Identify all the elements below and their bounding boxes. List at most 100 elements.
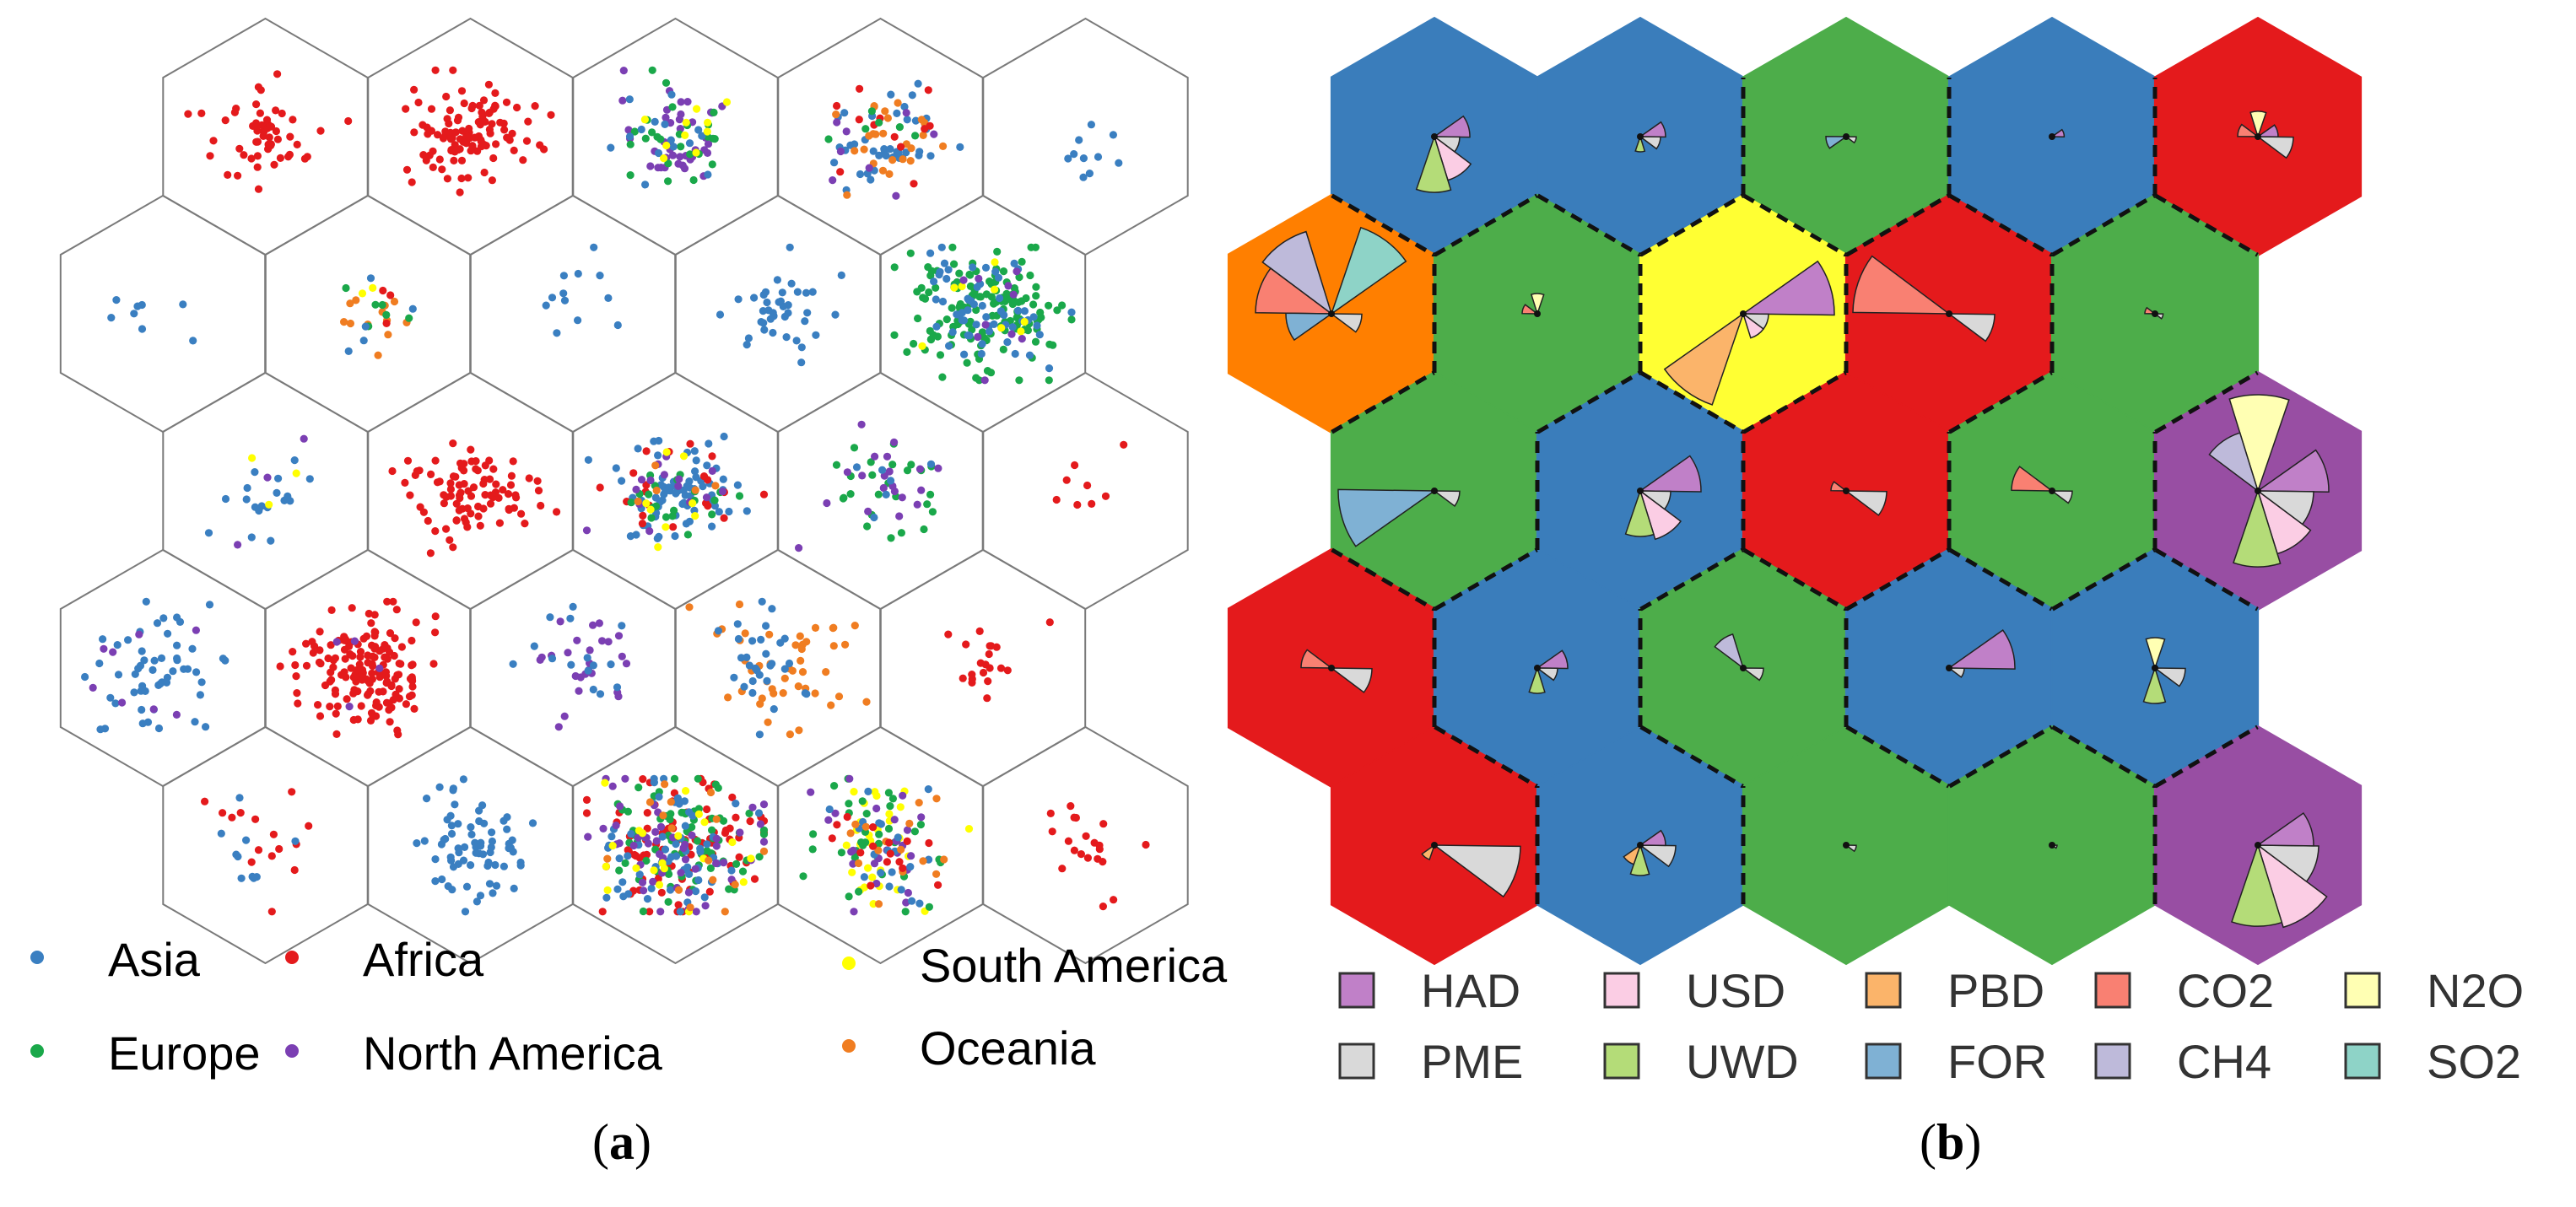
data-point: [411, 471, 419, 480]
data-point: [786, 730, 795, 739]
data-point: [999, 267, 1008, 276]
fan-center: [1946, 665, 1952, 671]
fan-segment-co2: [1852, 255, 1952, 315]
data-point: [278, 109, 286, 118]
data-point: [685, 870, 694, 878]
data-point: [276, 662, 284, 671]
data-point: [694, 837, 702, 845]
data-point: [292, 672, 300, 681]
data-point: [864, 787, 872, 796]
data-point: [700, 818, 709, 827]
data-point: [607, 143, 615, 152]
data-point: [892, 191, 900, 200]
data-point: [994, 273, 1003, 282]
data-point: [848, 868, 856, 876]
data-point: [715, 508, 723, 516]
legend-swatch: [1865, 1043, 1902, 1080]
data-point: [645, 798, 655, 806]
data-point: [795, 726, 803, 735]
data-point: [890, 263, 899, 272]
data-point: [201, 797, 209, 806]
data-point: [424, 516, 432, 525]
fan-segment-for: [1337, 488, 1437, 547]
data-point: [759, 319, 768, 327]
data-point: [481, 461, 489, 470]
data-point: [491, 488, 500, 497]
data-point: [926, 152, 935, 160]
data-point: [988, 311, 996, 320]
data-point: [456, 459, 465, 467]
data-point: [920, 525, 928, 534]
data-point: [247, 154, 256, 163]
data-point: [265, 500, 273, 509]
data-point: [808, 288, 817, 296]
data-point: [385, 706, 393, 714]
data-point: [114, 671, 123, 679]
data-point: [1090, 838, 1099, 847]
legend-swatch: [1338, 972, 1375, 1009]
fan-center: [1534, 665, 1541, 671]
fan-segment-co2: [2011, 466, 2055, 492]
data-point: [645, 908, 654, 916]
data-point: [634, 497, 642, 506]
data-point: [560, 712, 569, 720]
legend-swatch: [30, 1044, 44, 1058]
data-point: [802, 288, 811, 297]
data-point: [1070, 813, 1078, 822]
data-point: [703, 148, 712, 157]
data-point: [964, 825, 974, 833]
data-point: [506, 481, 516, 489]
data-point: [582, 809, 591, 817]
data-point: [138, 300, 146, 310]
data-point: [449, 472, 458, 481]
legend-item-africa: Africa: [285, 933, 484, 986]
panel-a-legend: Asia Africa South America Europe North Ameri…: [30, 933, 1228, 1080]
data-point: [828, 834, 836, 843]
data-point: [904, 888, 912, 897]
fan-segment-uwd: [1528, 665, 1546, 694]
legend-label: SO2: [2427, 1035, 2521, 1088]
data-point: [1035, 331, 1044, 339]
data-point: [763, 676, 771, 685]
data-point: [903, 466, 912, 475]
data-point: [911, 116, 920, 125]
data-point: [660, 471, 669, 479]
data-point: [437, 840, 446, 849]
data-point: [758, 694, 766, 703]
data-point: [932, 322, 941, 331]
data-point: [1015, 376, 1023, 385]
fan-segment-pme: [1741, 667, 1764, 682]
data-point: [754, 809, 764, 817]
data-point: [867, 107, 876, 116]
data-point: [191, 718, 199, 726]
data-point: [897, 886, 905, 894]
fan-chart: [2049, 128, 2066, 140]
data-point: [625, 95, 634, 104]
data-point: [99, 635, 107, 644]
data-point: [291, 660, 300, 670]
fan-segment-co2: [1255, 267, 1334, 315]
fan-segment-pme: [1741, 313, 1769, 331]
fan-chart: [2142, 637, 2186, 704]
data-point: [459, 137, 467, 146]
data-point: [915, 148, 924, 156]
data-point: [450, 156, 458, 164]
data-point: [476, 121, 484, 129]
data-point: [492, 881, 501, 890]
data-point: [879, 483, 888, 493]
data-point: [236, 809, 245, 817]
data-point: [867, 175, 875, 184]
data-point: [843, 191, 851, 199]
data-point: [850, 908, 858, 916]
data-point: [349, 673, 358, 682]
data-point: [768, 605, 776, 613]
data-point: [750, 875, 759, 883]
data-point: [734, 634, 743, 644]
data-point: [650, 779, 659, 787]
data-point: [885, 882, 894, 891]
legend-item-oceania: Oceania: [842, 1021, 1096, 1075]
data-point: [495, 519, 505, 527]
data-point: [286, 132, 294, 141]
data-point: [349, 715, 358, 725]
data-point: [842, 127, 851, 136]
